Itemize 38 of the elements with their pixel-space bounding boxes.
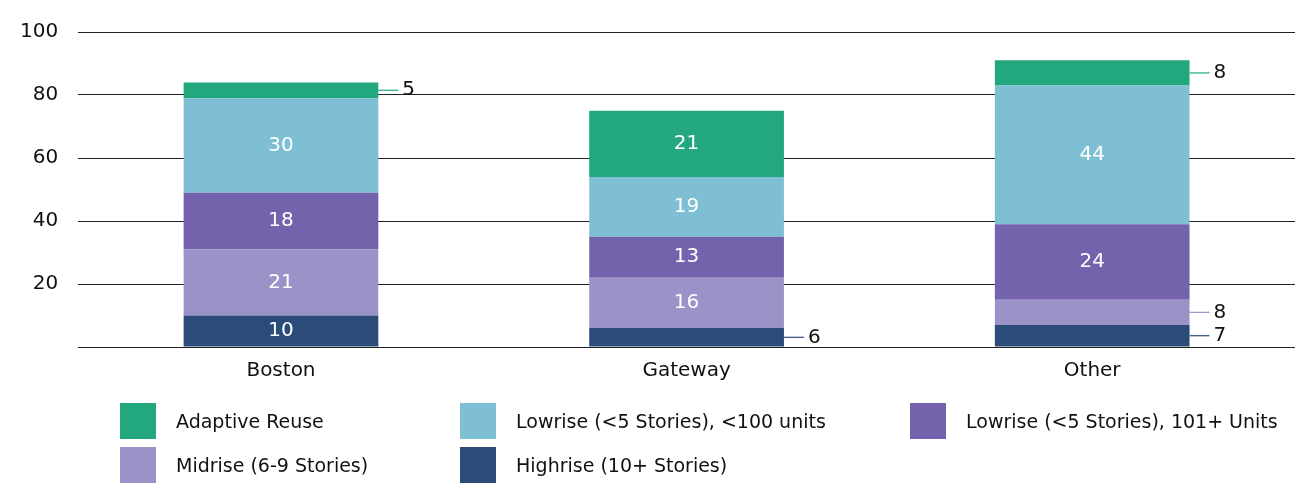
data-label: 21 (268, 268, 294, 293)
bar (589, 236, 784, 278)
y-tick-label: 60 (32, 144, 59, 169)
y-tick-label: 40 (32, 207, 59, 232)
data-label: 8 (1213, 298, 1227, 323)
legend-label: Adaptive Reuse (176, 410, 324, 432)
data-label: 8 (1213, 59, 1227, 84)
x-tick-label: Other (1063, 357, 1122, 382)
x-tick-label: Gateway (642, 357, 731, 382)
y-tick-label: 80 (32, 81, 59, 106)
data-label: 5 (402, 76, 416, 101)
bar (183, 192, 379, 250)
legend-label: Midrise (6-9 Stories) (176, 454, 369, 476)
data-label: 13 (673, 243, 700, 268)
data-label: 44 (1079, 141, 1105, 166)
legend-label: Highrise (10+ Stories) (516, 454, 728, 476)
bar (589, 176, 784, 237)
data-label: 19 (673, 193, 700, 218)
bar (589, 110, 784, 177)
data-label: 6 (807, 323, 821, 348)
data-label: 18 (268, 207, 294, 232)
bar (994, 85, 1190, 225)
bar (589, 277, 784, 329)
data-label: 10 (268, 317, 294, 342)
bar (183, 249, 379, 316)
bar (994, 224, 1190, 300)
data-label: 7 (1213, 321, 1227, 346)
x-tick-label: Boston (246, 357, 316, 382)
bar (183, 315, 379, 347)
bar (183, 98, 379, 193)
y-tick-label: 20 (32, 270, 59, 295)
data-label: 21 (673, 130, 700, 155)
data-label: 16 (673, 289, 700, 314)
data-label: 30 (268, 131, 294, 156)
data-label: 24 (1079, 248, 1105, 273)
y-tick-label: 100 (19, 18, 59, 43)
legend-label: Lowrise (<5 Stories), <100 units (516, 410, 826, 432)
legend-label: Lowrise (<5 Stories), 101+ Units (966, 410, 1278, 432)
